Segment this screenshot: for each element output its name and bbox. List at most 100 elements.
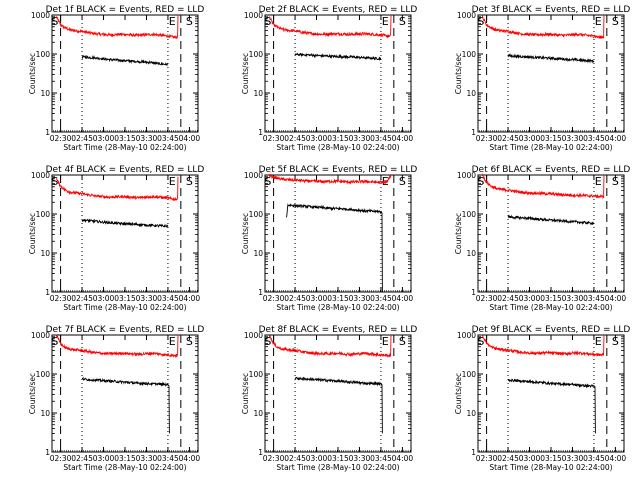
x-tick-label: 03:30 [562, 294, 584, 303]
y-tick-label: 1 [258, 448, 263, 457]
x-tick-label: 04:00 [179, 134, 201, 143]
x-tick-label: 02:30 [50, 134, 72, 143]
x-tick-label: 03:15 [327, 454, 349, 463]
x-axis-label: Start Time (28-May-10 02:24:00) [63, 143, 186, 152]
y-tick-label: 10 [40, 409, 50, 418]
y-tick-label: 1 [471, 288, 476, 297]
x-tick-label: 02:30 [263, 454, 285, 463]
x-tick-label: 03:15 [327, 294, 349, 303]
y-tick-label: 1 [45, 288, 50, 297]
y-tick-label: 1000 [31, 11, 50, 20]
y-axis-label: Counts/sec [28, 53, 37, 94]
events-series-line [81, 218, 169, 228]
x-tick-label: 04:00 [392, 294, 414, 303]
eclipse-end-marker: E [595, 175, 602, 188]
saa-start-marker-left: S [477, 15, 484, 28]
x-axis-label: Start Time (28-May-10 02:24:00) [489, 303, 612, 312]
x-tick-label: 03:30 [349, 134, 371, 143]
plot-frame [51, 14, 199, 133]
panel-det-1: Det 1f BLACK = Events, RED = LLD 1 10 100 10… [28, 5, 204, 152]
panel-title: Det 2f BLACK = Events, RED = LLD [259, 5, 418, 15]
panel-det-6: Det 6f BLACK = Events, RED = LLD 1 10 100 10… [454, 165, 630, 312]
x-axis-label: Start Time (28-May-10 02:24:00) [63, 303, 186, 312]
y-tick-label: 1000 [244, 331, 263, 340]
x-axis-label: Start Time (28-May-10 02:24:00) [63, 463, 186, 472]
lld-series-line [481, 173, 605, 200]
panel-det-5: Det 5f BLACK = Events, RED = LLD 1 10 100 10… [241, 165, 417, 312]
y-tick-label: 100 [249, 210, 264, 219]
panel-det-2: Det 2f BLACK = Events, RED = LLD 1 10 100 10… [241, 5, 417, 152]
y-tick-label: 1 [45, 128, 50, 137]
lld-series-line [268, 173, 392, 185]
y-tick-label: 1 [258, 128, 263, 137]
lld-series-line [481, 14, 605, 40]
x-tick-label: 02:30 [476, 294, 498, 303]
x-axis-label: Start Time (28-May-10 02:24:00) [276, 143, 399, 152]
x-tick-label: 04:00 [605, 294, 627, 303]
y-tick-label: 100 [462, 50, 477, 59]
panel-det-8: Det 8f BLACK = Events, RED = LLD 1 10 100 10… [241, 325, 417, 472]
x-tick-label: 04:00 [392, 134, 414, 143]
saa-start-marker-left: S [51, 15, 58, 28]
x-tick-label: 02:30 [476, 134, 498, 143]
x-tick-label: 02:45 [284, 294, 306, 303]
y-axis-label: Counts/sec [28, 213, 37, 254]
x-tick-label: 02:30 [263, 294, 285, 303]
x-tick-label: 02:30 [50, 294, 72, 303]
events-series-line [294, 376, 383, 434]
saa-start-marker-right: S [399, 175, 406, 188]
saa-start-marker-right: S [612, 15, 619, 28]
saa-start-marker-left: S [477, 335, 484, 348]
saa-start-marker-right: S [612, 175, 619, 188]
x-tick-label: 02:45 [71, 294, 93, 303]
eclipse-end-marker: E [595, 335, 602, 348]
x-tick-label: 02:45 [71, 134, 93, 143]
y-axis-label: Counts/sec [28, 373, 37, 414]
lld-series-line [55, 176, 179, 202]
plot-frame [264, 14, 412, 133]
x-axis-label: Start Time (28-May-10 02:24:00) [276, 303, 399, 312]
saa-start-marker-right: S [399, 335, 406, 348]
eclipse-end-marker: E [169, 335, 176, 348]
panel-det-7: Det 7f BLACK = Events, RED = LLD 1 10 100 10… [28, 325, 204, 472]
x-tick-label: 03:30 [349, 454, 371, 463]
events-series-line [507, 214, 595, 226]
x-tick-label: 03:15 [540, 134, 562, 143]
eclipse-end-marker: E [169, 175, 176, 188]
x-tick-label: 03:45 [157, 294, 179, 303]
events-series-line [81, 376, 170, 434]
eclipse-end-marker: E [382, 335, 389, 348]
y-tick-label: 10 [40, 89, 50, 98]
y-tick-label: 1000 [457, 331, 476, 340]
x-tick-label: 03:00 [306, 134, 328, 143]
y-tick-label: 1 [471, 448, 476, 457]
events-series-line [507, 378, 596, 434]
eclipse-end-marker: E [169, 15, 176, 28]
x-tick-label: 03:15 [540, 294, 562, 303]
x-tick-label: 03:00 [519, 134, 541, 143]
x-tick-label: 02:45 [284, 134, 306, 143]
x-tick-label: 03:30 [562, 134, 584, 143]
saa-start-marker-right: S [186, 15, 193, 28]
x-tick-label: 02:45 [497, 134, 519, 143]
x-tick-label: 04:00 [392, 454, 414, 463]
y-tick-label: 100 [36, 50, 51, 59]
events-series-line [286, 203, 383, 293]
x-tick-label: 03:45 [370, 294, 392, 303]
x-axis-label: Start Time (28-May-10 02:24:00) [489, 463, 612, 472]
plot-frame [264, 174, 412, 293]
saa-start-marker-left: S [51, 175, 58, 188]
y-tick-label: 100 [249, 370, 264, 379]
x-tick-label: 02:45 [71, 454, 93, 463]
x-tick-label: 03:30 [349, 294, 371, 303]
x-tick-label: 02:45 [284, 454, 306, 463]
saa-start-marker-right: S [186, 335, 193, 348]
panel-title: Det 5f BLACK = Events, RED = LLD [259, 165, 418, 175]
x-axis-label: Start Time (28-May-10 02:24:00) [489, 143, 612, 152]
x-tick-label: 02:30 [50, 454, 72, 463]
x-tick-label: 03:30 [136, 134, 158, 143]
events-series-line [294, 52, 382, 62]
x-tick-label: 03:45 [370, 454, 392, 463]
saa-start-marker-left: S [51, 335, 58, 348]
x-tick-label: 03:00 [93, 134, 115, 143]
